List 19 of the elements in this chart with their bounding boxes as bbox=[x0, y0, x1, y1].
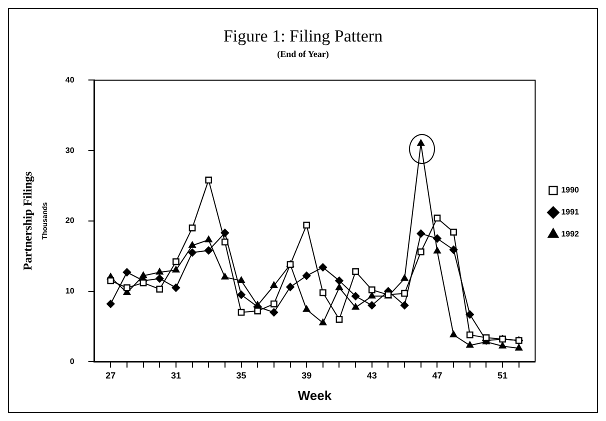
x-tick-label: 27 bbox=[106, 370, 116, 380]
legend-label: 1992 bbox=[561, 230, 580, 239]
y-axis-title: Partnership Filings bbox=[20, 171, 34, 270]
y-tick-label: 40 bbox=[65, 75, 75, 84]
x-tick-label: 43 bbox=[366, 370, 377, 380]
legend-label: 1990 bbox=[561, 186, 580, 195]
y-tick-label: 20 bbox=[65, 216, 75, 226]
y-tick-label: 30 bbox=[65, 146, 75, 155]
x-tick-label: 31 bbox=[170, 370, 181, 380]
chart-subtitle: (End of Year) bbox=[277, 49, 329, 60]
legend-label: 1991 bbox=[561, 208, 580, 217]
x-tick-label: 47 bbox=[432, 370, 442, 380]
y-tick-label: 10 bbox=[65, 286, 75, 296]
x-tick-label: 51 bbox=[498, 370, 508, 380]
x-tick-label: 35 bbox=[236, 370, 246, 380]
x-tick-label: 39 bbox=[302, 370, 312, 380]
chart-title: Figure 1: Filing Pattern bbox=[223, 26, 384, 46]
x-axis-title: Week bbox=[298, 388, 332, 403]
y-tick-label: 0 bbox=[70, 356, 75, 366]
